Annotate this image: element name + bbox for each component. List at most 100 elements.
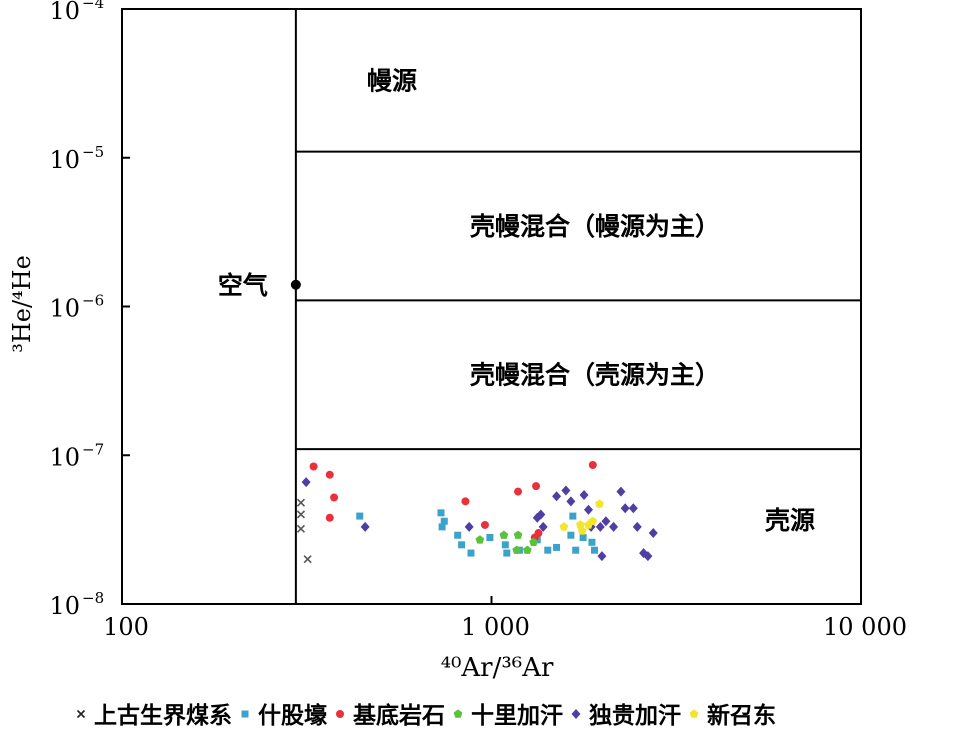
data-point <box>475 535 485 544</box>
data-point <box>514 487 523 496</box>
legend-label: 上古生界煤系 <box>94 703 232 729</box>
data-point <box>309 462 318 471</box>
data-point <box>567 531 575 539</box>
data-point <box>296 524 306 533</box>
point-layer <box>296 460 658 564</box>
region-label: 壳幔混合（幔源为主） <box>469 212 720 241</box>
data-point <box>486 533 494 541</box>
y-tick-label: 10 <box>49 295 80 323</box>
data-point <box>544 546 552 554</box>
data-point <box>296 498 306 507</box>
data-point <box>467 549 475 557</box>
data-point <box>360 521 370 532</box>
y-axis-label: ³He/⁴He <box>8 255 36 353</box>
series-group <box>296 498 312 564</box>
legend-label: 独贵加汗 <box>589 703 681 729</box>
legend-marker-shape <box>241 710 249 718</box>
legend-label: 十里加汗 <box>471 703 563 729</box>
data-point <box>583 504 593 515</box>
data-point <box>438 523 446 531</box>
data-point <box>553 543 561 551</box>
data-point <box>437 509 445 517</box>
data-point <box>301 477 311 488</box>
data-point <box>590 546 598 554</box>
plot-frame <box>121 8 862 605</box>
legend-label: 什股壕 <box>258 703 327 729</box>
legend-marker <box>329 700 351 726</box>
data-point <box>552 491 562 502</box>
data-point <box>628 503 638 514</box>
air-label: 空气 <box>218 271 268 300</box>
data-point <box>480 520 489 529</box>
data-point <box>501 541 509 549</box>
legend-marker-shape <box>571 709 581 719</box>
legend-marker-shape <box>453 709 463 718</box>
data-point <box>296 510 306 519</box>
legend-marker <box>447 700 469 726</box>
data-point <box>588 460 597 469</box>
data-point <box>595 521 605 532</box>
legend-item: 新召东 <box>683 696 776 730</box>
series-group <box>475 530 538 554</box>
legend-item: 基底岩石 <box>329 696 445 730</box>
data-point <box>569 512 577 520</box>
legend-item: 什股壕 <box>234 696 327 730</box>
data-point <box>616 486 626 497</box>
data-point <box>499 530 509 539</box>
region-label: 壳源 <box>764 506 815 535</box>
data-point <box>356 512 364 520</box>
region-label: 幔源 <box>367 66 417 95</box>
data-point <box>458 541 466 549</box>
data-point <box>532 482 541 491</box>
legend-marker-shape <box>76 709 86 719</box>
data-point <box>461 497 470 506</box>
data-point <box>303 555 312 564</box>
data-point <box>330 493 339 502</box>
data-point <box>601 516 611 527</box>
legend-marker-shape <box>336 710 344 718</box>
legend-marker <box>70 700 92 726</box>
region-label: 壳幔混合（壳源为主） <box>469 361 720 390</box>
data-point <box>632 521 642 532</box>
data-point <box>643 551 653 562</box>
data-point <box>440 517 448 525</box>
legend-marker-shape <box>689 709 699 718</box>
legend-item: 独贵加汗 <box>565 696 681 730</box>
series-group <box>559 499 604 535</box>
data-point <box>648 528 658 539</box>
data-point <box>512 545 522 554</box>
data-point <box>559 522 569 531</box>
x-tick-label: 100 <box>103 613 149 641</box>
series-group <box>356 509 598 557</box>
data-point <box>538 521 548 532</box>
data-point <box>325 513 334 522</box>
data-point <box>566 496 576 507</box>
data-point <box>522 545 532 554</box>
data-point <box>597 551 607 562</box>
legend-marker <box>234 700 256 726</box>
data-point <box>579 533 587 541</box>
series-group <box>301 477 658 562</box>
y-tick-exponent: −6 <box>82 292 104 310</box>
data-point <box>588 516 598 525</box>
data-point <box>529 537 538 546</box>
plot-border <box>121 8 862 605</box>
x-tick-label: 1 000 <box>461 613 530 641</box>
legend-marker <box>683 700 705 726</box>
legend-marker <box>565 700 587 726</box>
data-point <box>609 521 619 532</box>
y-tick-label: 10 <box>49 592 80 620</box>
x-axis-label: ⁴⁰Ar/³⁶Ar <box>441 653 554 683</box>
y-tick-label: 10 <box>49 443 80 471</box>
y-tick-exponent: −7 <box>82 440 104 458</box>
data-point <box>588 538 596 546</box>
air-point <box>290 279 301 290</box>
data-point <box>536 509 546 520</box>
data-point <box>572 546 580 554</box>
x-tick-label: 10 000 <box>823 613 907 641</box>
legend-item: 上古生界煤系 <box>70 696 232 730</box>
data-point <box>579 490 589 501</box>
